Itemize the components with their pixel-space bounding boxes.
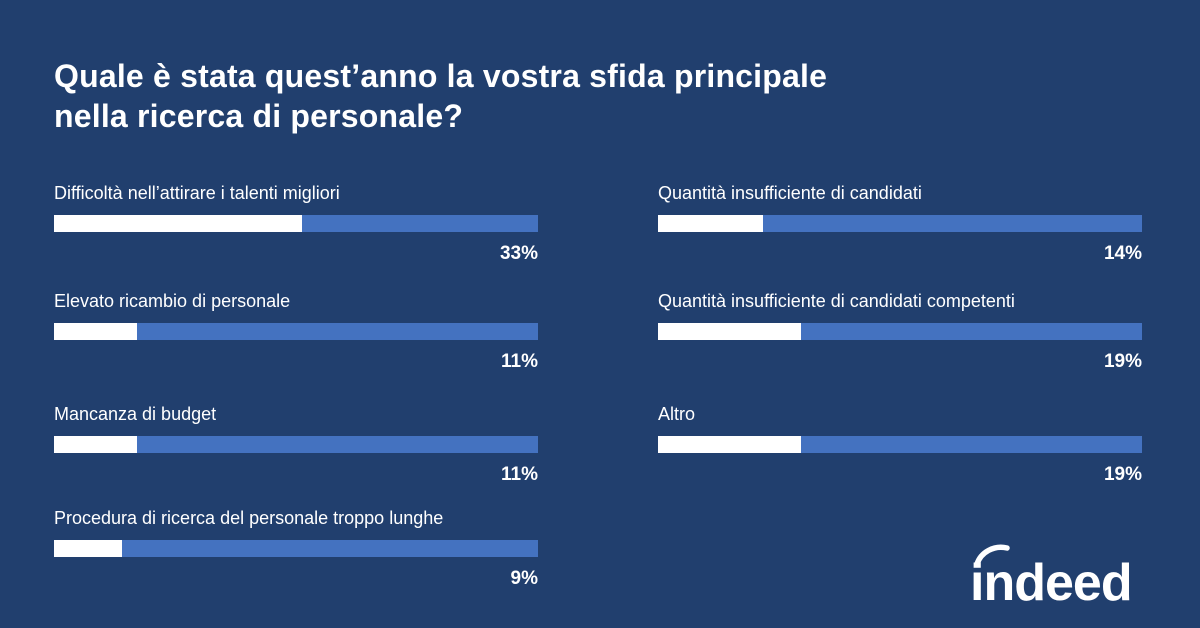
- bar-fill: [54, 540, 122, 557]
- bar-track: [54, 323, 538, 340]
- bar-label: Elevato ricambio di personale: [54, 291, 291, 311]
- bar-label: Difficoltà nell’attirare i talenti migli…: [54, 183, 340, 203]
- bar-track: [54, 540, 538, 557]
- bar-fill: [54, 215, 302, 232]
- bar-item-altro: Altro 19%: [658, 403, 1142, 493]
- bar-item-procedura-ricerca: Procedura di ricerca del personale tropp…: [54, 507, 538, 597]
- bar-fill: [658, 436, 801, 453]
- chart-title: Quale è stata quest’anno la vostra sfida…: [54, 56, 954, 136]
- bar-value-label: 11%: [501, 351, 538, 372]
- bar-label: Mancanza di budget: [54, 404, 217, 424]
- bar-value-label: 19%: [1103, 351, 1142, 372]
- bar-track: [54, 436, 538, 453]
- bar-fill: [658, 215, 764, 232]
- bar-track: [658, 436, 1142, 453]
- bar-fill: [658, 323, 801, 340]
- bar-label: Quantità insufficiente di candidati: [658, 183, 922, 203]
- chart-title-line-2: nella ricerca di personale?: [54, 98, 464, 134]
- bar-item-candidati-competenti: Quantità insufficiente di candidati comp…: [658, 290, 1142, 380]
- chart-title-line-1: Quale è stata quest’anno la vostra sfida…: [54, 58, 828, 94]
- bar-item-quantita-candidati: Quantità insufficiente di candidati 14%: [658, 182, 1142, 272]
- bar-value-label: 14%: [1103, 243, 1142, 264]
- indeed-logo-icon: [974, 544, 1010, 567]
- bar-fill: [54, 436, 137, 453]
- bar-item-attrarre-talenti: Difficoltà nell’attirare i talenti migli…: [54, 182, 538, 272]
- bar-track: [658, 323, 1142, 340]
- bar-item-ricambio-personale: Elevato ricambio di personale 11%: [54, 290, 538, 380]
- bar-track: [658, 215, 1142, 232]
- indeed-logo-text: indeed: [970, 554, 1132, 612]
- bar-fill: [54, 323, 137, 340]
- bar-track: [54, 215, 538, 232]
- bar-value-label: 11%: [501, 464, 538, 485]
- bar-value-label: 33%: [499, 243, 538, 264]
- indeed-logo: indeed: [970, 544, 1133, 612]
- bar-value-label: 9%: [510, 568, 538, 589]
- bar-item-mancanza-budget: Mancanza di budget 11%: [54, 403, 538, 493]
- bar-value-label: 19%: [1103, 464, 1142, 485]
- bar-label: Altro: [658, 404, 696, 424]
- bar-label: Procedura di ricerca del personale tropp…: [54, 508, 444, 528]
- bar-label: Quantità insufficiente di candidati comp…: [658, 291, 1015, 311]
